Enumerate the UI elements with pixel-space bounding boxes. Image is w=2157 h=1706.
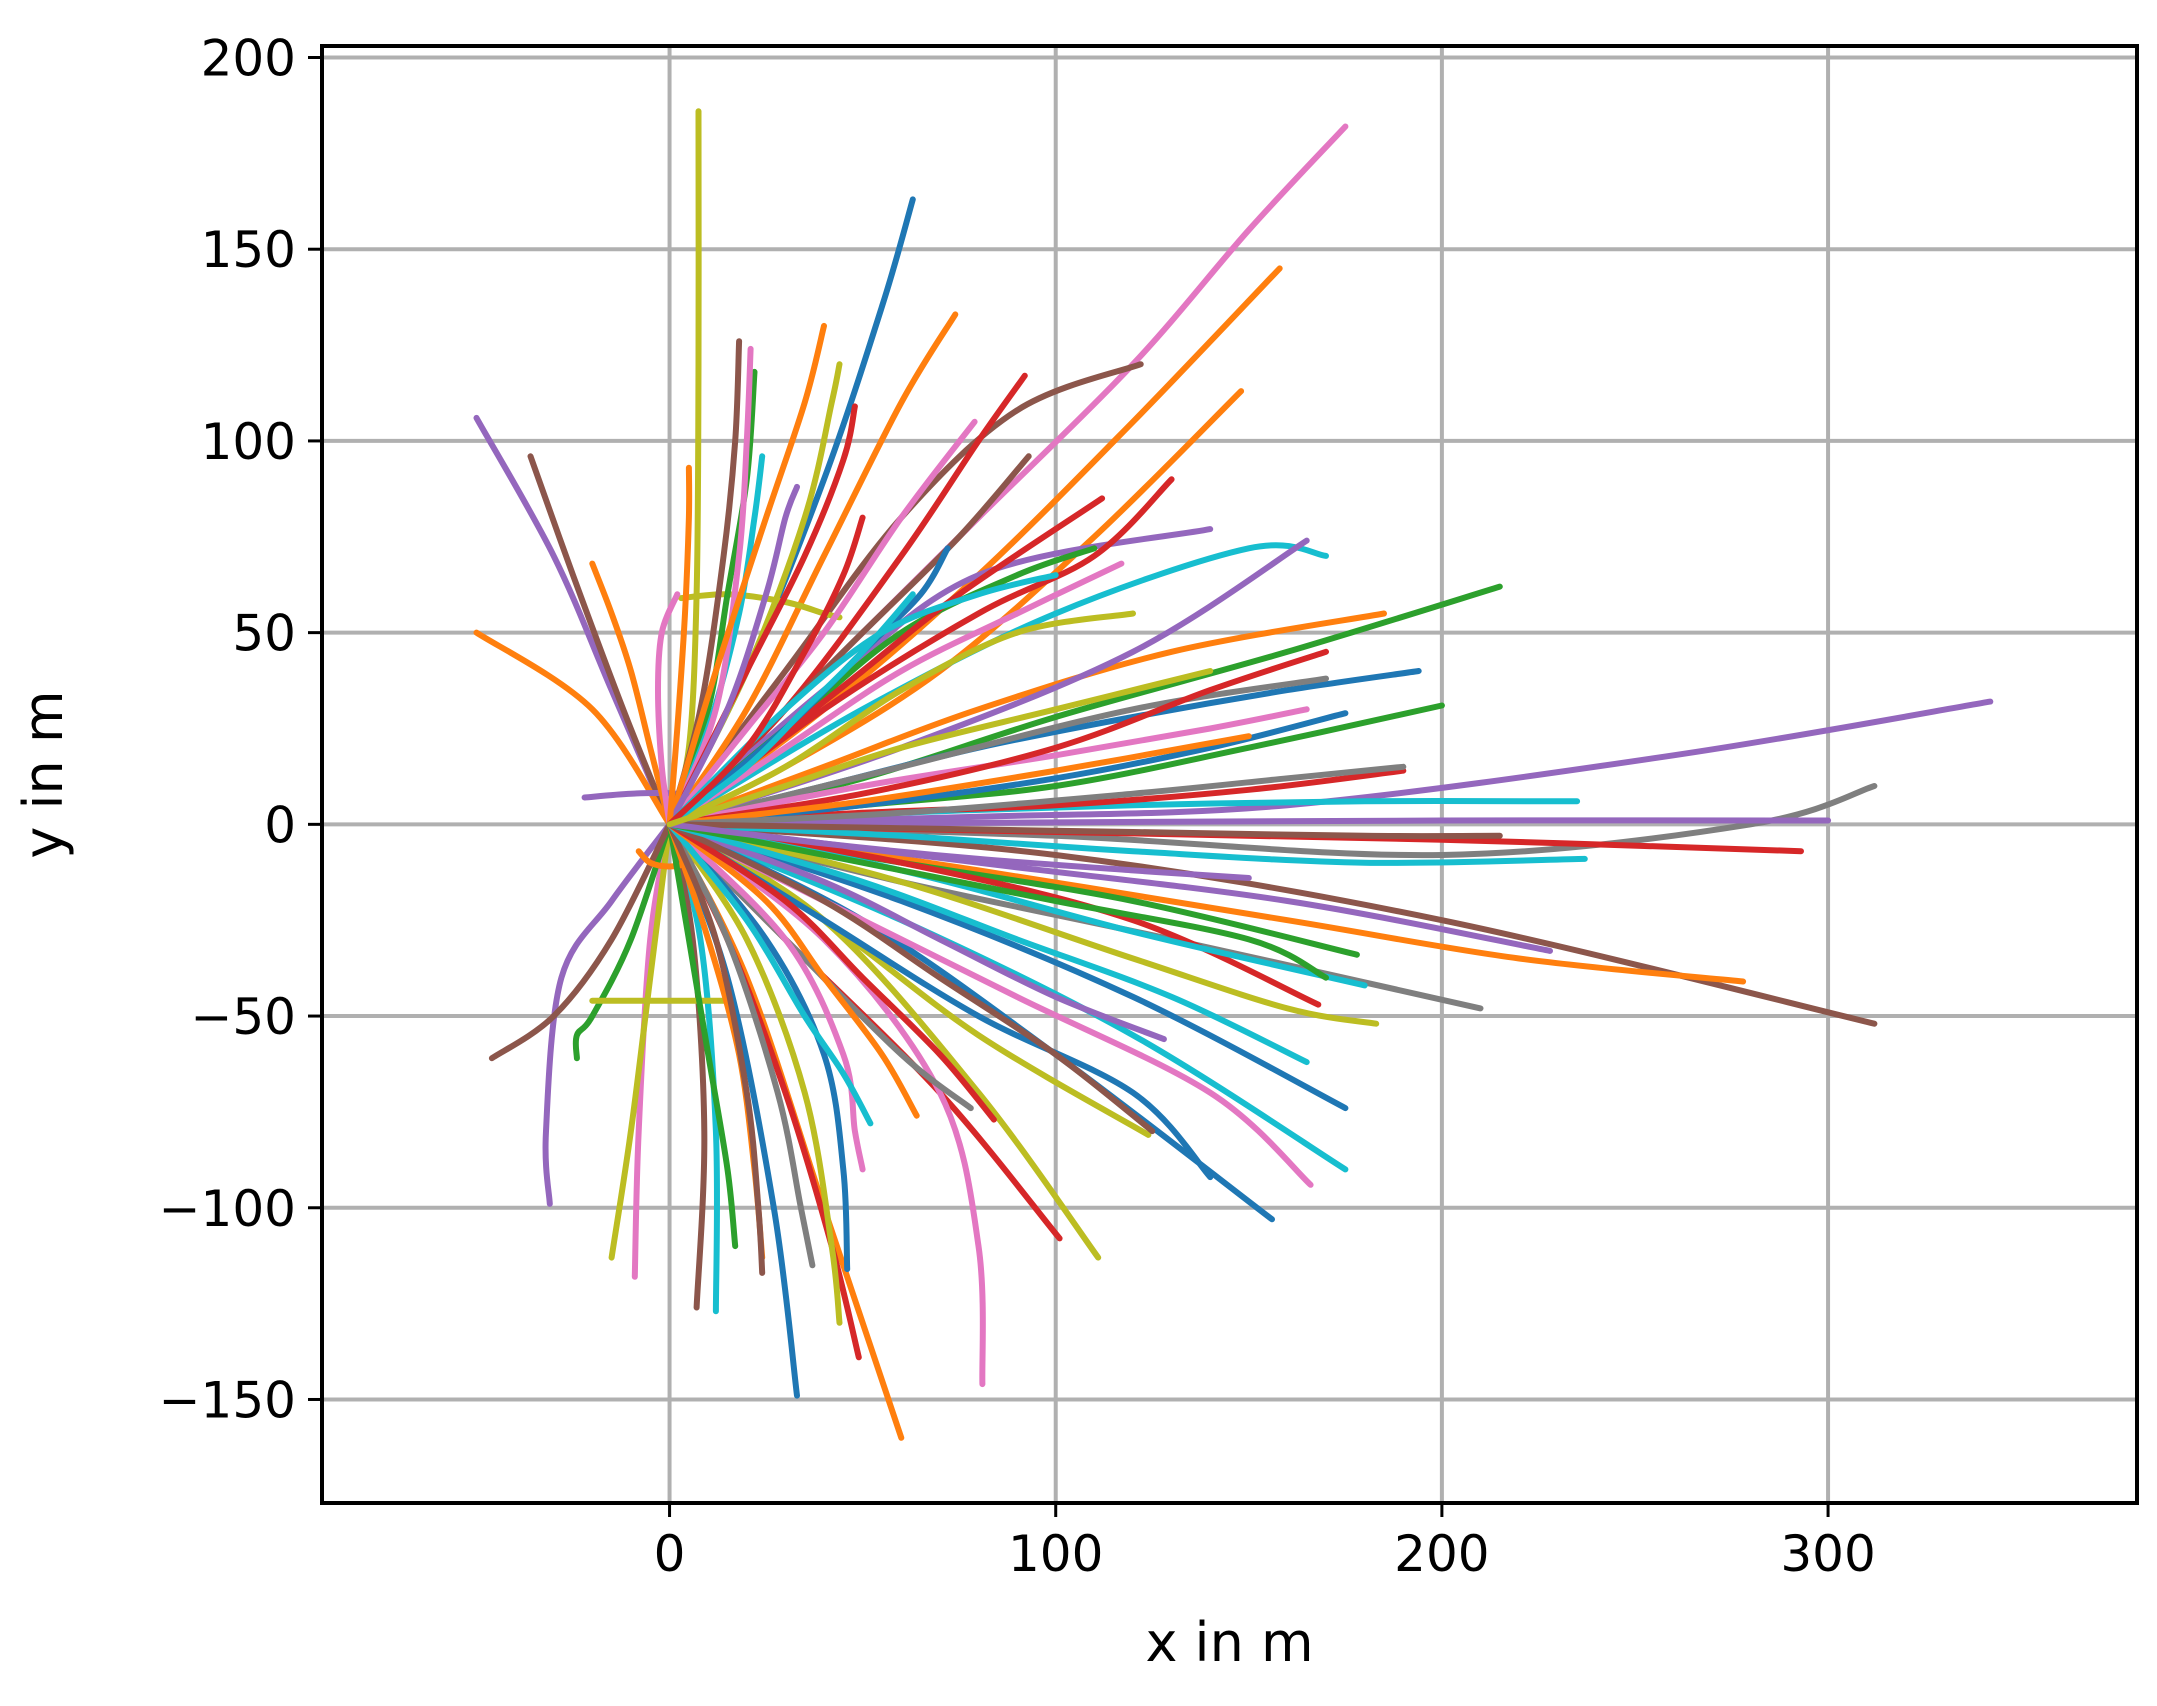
trajectory-line-89 xyxy=(666,821,1167,1043)
x-tick-label: 200 xyxy=(1394,1525,1489,1583)
plot-area xyxy=(473,108,1994,1441)
trajectory-line-96 xyxy=(666,733,1252,828)
trajectory-line-37 xyxy=(488,821,673,1062)
y-tick-label: −100 xyxy=(159,1180,296,1238)
trajectory-line-26 xyxy=(666,821,1102,1261)
trajectory-line-88 xyxy=(666,821,997,1123)
trajectory-line-74 xyxy=(666,464,693,828)
trajectory-line-91 xyxy=(666,821,1310,1066)
trajectory-line-72 xyxy=(589,560,673,828)
y-tick-label: 50 xyxy=(232,605,296,663)
trajectory-line-36 xyxy=(572,821,673,1062)
trajectory-line-50 xyxy=(666,821,1380,1027)
y-tick-label: −150 xyxy=(159,1371,296,1429)
trajectory-line-24 xyxy=(666,821,1349,1173)
trajectory-line-61 xyxy=(666,418,978,828)
x-tick-labels: 0 100 200 300 xyxy=(654,1525,1876,1583)
x-axis-label: x in m xyxy=(1145,1611,1313,1674)
trajectory-line-93 xyxy=(666,706,1310,828)
axes-frame xyxy=(320,44,2139,1505)
trajectory-line-99 xyxy=(666,821,1252,881)
trajectory-line-87 xyxy=(666,821,920,1119)
trajectory-line-92 xyxy=(666,821,1329,981)
trajectory-line-34 xyxy=(608,821,673,1261)
y-tick-label: 100 xyxy=(201,413,296,471)
y-tick-label: −50 xyxy=(190,988,296,1046)
y-tick-label: 150 xyxy=(201,221,296,279)
x-tick-label: 0 xyxy=(654,1525,686,1583)
tick-marks xyxy=(308,56,1830,1517)
trajectory-line-76 xyxy=(666,675,1329,828)
trajectory-line-62 xyxy=(666,368,758,828)
x-tick-label: 100 xyxy=(1008,1525,1103,1583)
y-tick-label: 0 xyxy=(264,796,296,854)
trajectory-line-35 xyxy=(542,821,673,1207)
trajectory-line-6 xyxy=(666,311,959,828)
trajectory-line-85 xyxy=(666,821,866,1173)
trajectory-line-57 xyxy=(666,560,1125,828)
trajectory-line-100 xyxy=(666,591,916,828)
trajectory-line-94 xyxy=(666,648,1329,828)
trajectory-line-83 xyxy=(666,821,766,1276)
y-axis-label: y in m xyxy=(12,690,75,858)
trajectory-line-73 xyxy=(655,591,681,828)
trajectory-line-102 xyxy=(666,668,1214,828)
series-layer xyxy=(473,108,1994,1441)
trajectory-line-82 xyxy=(666,821,816,1269)
trajectory-line-9 xyxy=(473,629,673,828)
trajectory-line-97 xyxy=(666,763,1407,828)
trajectory-line-81 xyxy=(666,821,843,1326)
y-tick-label: 200 xyxy=(201,30,296,88)
trajectory-line-69 xyxy=(666,322,827,828)
trajectory-line-60 xyxy=(666,610,1387,828)
trajectory-line-78 xyxy=(666,821,739,1250)
trajectory-line-8 xyxy=(527,453,673,828)
trajectory-line-70 xyxy=(666,483,800,828)
x-tick-label: 300 xyxy=(1780,1525,1875,1583)
trajectory-line-32 xyxy=(666,821,708,1311)
trajectory-line-98 xyxy=(666,821,1503,840)
y-tick-labels: −150 −100 −50 0 50 100 150 200 xyxy=(159,30,296,1430)
trajectory-line-101 xyxy=(666,514,866,828)
trajectory-line-75 xyxy=(666,610,1136,828)
trajectory-line-17 xyxy=(666,817,1832,828)
trajectory-line-66 xyxy=(666,345,754,828)
trajectory-line-90 xyxy=(666,821,1156,1135)
trajectory-line-13 xyxy=(666,542,1329,828)
trajectory-line-44 xyxy=(666,821,1588,866)
trajectory-line-86 xyxy=(666,821,874,1127)
